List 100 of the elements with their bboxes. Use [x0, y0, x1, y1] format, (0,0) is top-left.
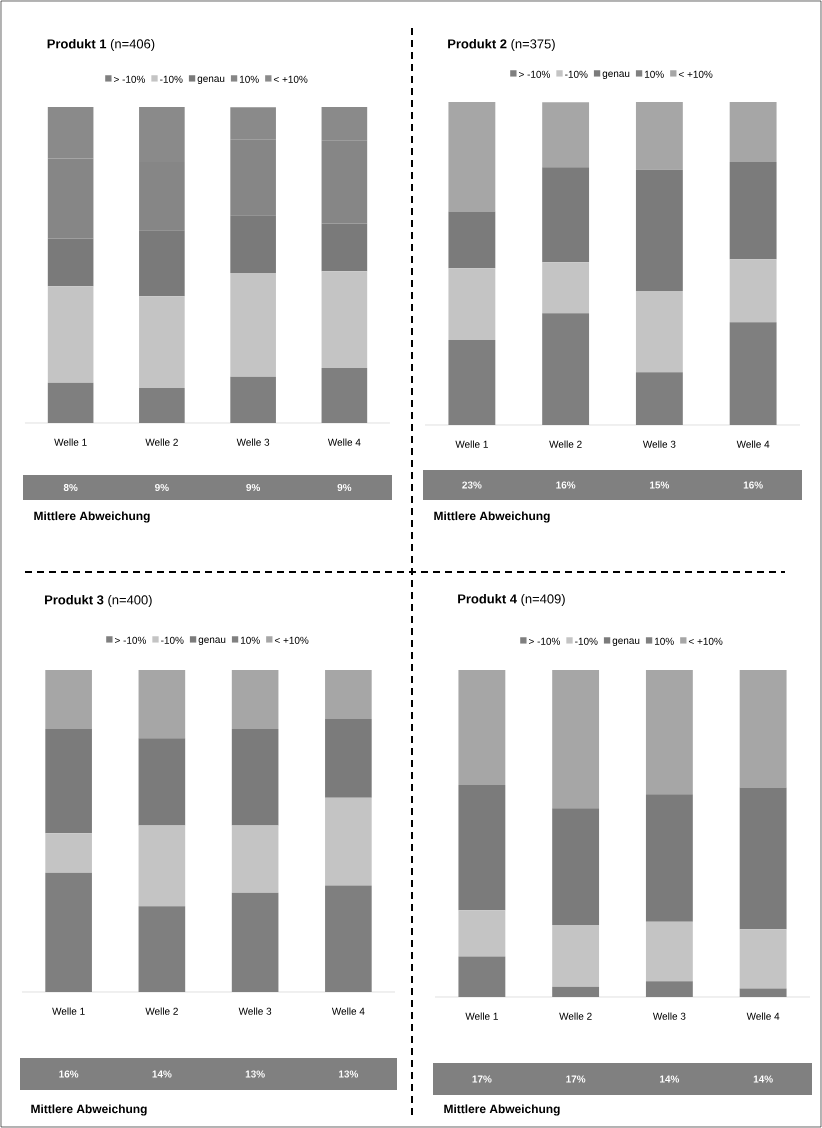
x-tick-label: Welle 1 — [54, 438, 87, 446]
bar — [645, 794, 693, 922]
x-tick-label: Welle 2 — [549, 440, 582, 448]
x-tick-label: Welle 2 — [145, 1007, 178, 1015]
legend-label: -10% — [160, 75, 183, 83]
bar — [45, 669, 92, 729]
x-tick-label: Welle 1 — [52, 1007, 85, 1015]
bar — [552, 669, 600, 809]
legend-label: genau — [612, 638, 640, 646]
text: 14% — [753, 1075, 773, 1083]
bar — [729, 259, 777, 323]
bar — [45, 833, 92, 873]
bar — [645, 981, 693, 997]
text: 15% — [650, 481, 670, 489]
text: 9% — [337, 483, 352, 492]
bar — [138, 825, 186, 907]
bar — [230, 272, 276, 377]
text: 8% — [63, 483, 78, 492]
bar — [321, 368, 368, 423]
x-tick-label: Welle 3 — [642, 440, 676, 448]
bar — [542, 262, 590, 314]
text: 16% — [59, 1070, 79, 1078]
bar — [325, 718, 372, 798]
x-tick-label: Welle 1 — [455, 440, 488, 448]
legend-label: -10% — [161, 636, 184, 644]
bar — [729, 101, 777, 163]
bar — [448, 101, 496, 212]
x-tick-label: Welle 1 — [465, 1012, 498, 1020]
x-tick-label: Welle 3 — [652, 1012, 686, 1020]
bar — [47, 286, 94, 383]
bar — [552, 808, 600, 926]
legend-label: 10% — [644, 70, 664, 78]
bar — [552, 925, 600, 987]
bar — [231, 669, 279, 729]
bar — [458, 785, 506, 911]
bar — [458, 669, 506, 786]
text: 23% — [462, 481, 482, 489]
bar — [739, 669, 787, 788]
legend-label: -10% — [565, 70, 588, 78]
bar — [47, 382, 94, 423]
bar — [231, 892, 279, 992]
legend-label: genau — [198, 637, 226, 645]
bar — [458, 910, 506, 957]
chart-title: Produkt 3 (n=400) — [45, 594, 152, 608]
legend-label: genau — [602, 71, 630, 79]
x-tick-label: Welle 2 — [559, 1012, 592, 1020]
text: 17% — [472, 1075, 492, 1083]
bar — [325, 797, 372, 886]
legend-label: < +10% — [273, 75, 308, 83]
text: 17% — [566, 1075, 586, 1083]
text: 13% — [339, 1070, 359, 1078]
bar — [645, 669, 693, 795]
bar — [635, 290, 683, 373]
bar — [552, 986, 600, 997]
bar — [448, 211, 496, 269]
bar — [458, 956, 506, 997]
legend-label: < +10% — [688, 637, 723, 645]
bar — [739, 787, 787, 930]
text: 9% — [246, 483, 261, 492]
text: 14% — [660, 1075, 680, 1083]
chart-title: Produkt 1 (n=406) — [47, 38, 155, 52]
x-tick-label: Welle 4 — [736, 440, 770, 448]
bar — [139, 387, 185, 423]
bar — [45, 728, 92, 834]
x-tick-label: Welle 2 — [145, 438, 178, 446]
bar — [645, 921, 693, 982]
bar — [138, 738, 186, 826]
legend-label: > -10% — [529, 637, 560, 645]
bar — [729, 322, 777, 425]
legend-label: 10% — [239, 75, 259, 83]
bar — [231, 825, 279, 893]
x-tick-label: Welle 3 — [236, 438, 270, 446]
bar — [325, 885, 372, 992]
bar — [635, 169, 683, 291]
legend-label: > -10% — [114, 636, 146, 644]
bar — [139, 296, 185, 388]
bar — [325, 669, 372, 719]
text: 16% — [743, 481, 763, 489]
bar — [45, 872, 92, 992]
bar — [739, 929, 787, 989]
x-tick-label: Welle 3 — [238, 1007, 272, 1015]
bar — [448, 268, 496, 341]
bar — [635, 372, 683, 425]
x-tick-label: Welle 4 — [327, 438, 361, 446]
legend-label: genau — [197, 76, 225, 84]
bar — [542, 102, 590, 168]
chart-title: Produkt 4 (n=409) — [458, 593, 565, 607]
text: 13% — [245, 1070, 265, 1078]
chart-title: Produkt 2 (n=375) — [448, 38, 555, 52]
bar — [542, 313, 590, 425]
bar — [542, 167, 590, 263]
text: 16% — [556, 481, 576, 489]
bar — [138, 906, 186, 992]
bar — [231, 728, 279, 826]
text: Mittlere Abweichung — [34, 511, 150, 523]
bar — [729, 162, 777, 260]
legend-label: > -10% — [113, 75, 145, 83]
x-tick-label: Welle 4 — [746, 1012, 780, 1020]
legend-label: < +10% — [274, 636, 309, 644]
text: 9% — [155, 483, 169, 492]
